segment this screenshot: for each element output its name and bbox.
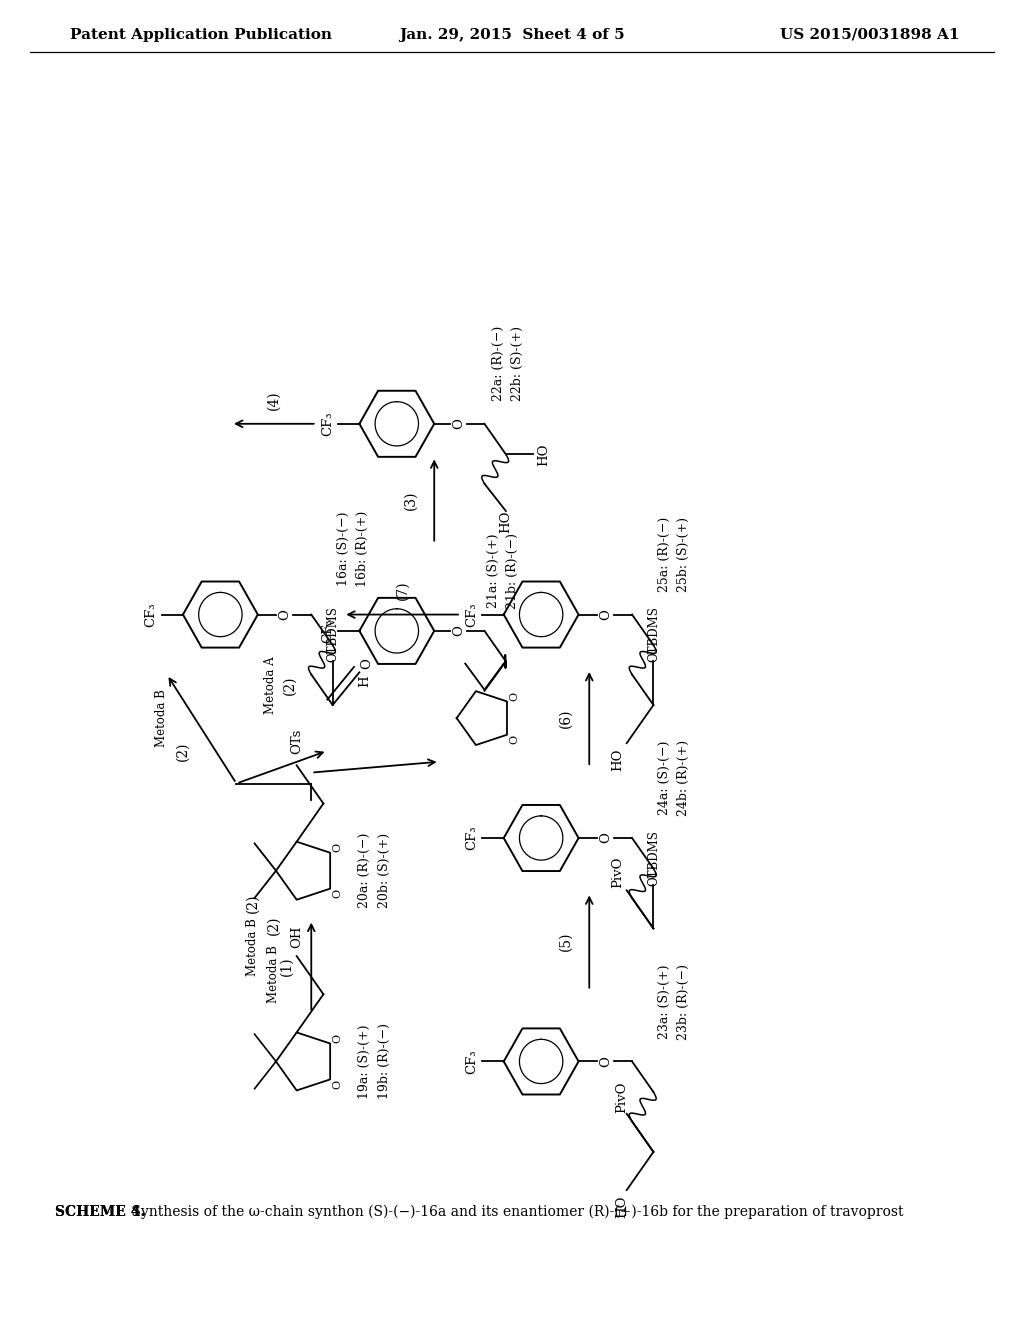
- Text: 24a: (S)-(−): 24a: (S)-(−): [657, 741, 671, 816]
- Text: O: O: [599, 833, 611, 843]
- Text: OTBDMS: OTBDMS: [647, 606, 659, 663]
- Text: OTBDMS: OTBDMS: [647, 830, 659, 886]
- Text: O: O: [509, 735, 519, 744]
- Text: O: O: [332, 890, 342, 899]
- Text: CF₃: CF₃: [465, 602, 478, 627]
- Text: PivO: PivO: [611, 857, 625, 887]
- Text: 21a: (S)-(+): 21a: (S)-(+): [486, 533, 500, 609]
- Text: 20b: (S)-(+): 20b: (S)-(+): [378, 833, 390, 908]
- Text: HO: HO: [537, 444, 550, 466]
- Text: CF₃: CF₃: [321, 412, 334, 436]
- Text: Patent Application Publication: Patent Application Publication: [70, 28, 332, 42]
- Text: Synthesis of the ω-chain synthon (S)-(−)-16a and its enantiomer (R)-(+)-16b for : Synthesis of the ω-chain synthon (S)-(−)…: [127, 1205, 903, 1220]
- Text: (1): (1): [280, 957, 294, 977]
- Text: O: O: [332, 843, 342, 853]
- Text: SCHEME 4. Synthesis of the ω-chain synthon (S)-(−)-16a and its enantiomer (R)-(+: SCHEME 4. Synthesis of the ω-chain synth…: [55, 1205, 915, 1220]
- Text: 22b: (S)-(+): 22b: (S)-(+): [511, 326, 524, 401]
- Text: (3): (3): [403, 490, 418, 510]
- Text: Metoda B: Metoda B: [267, 945, 281, 1003]
- Text: O: O: [332, 1080, 342, 1089]
- Text: SCHEME 4.: SCHEME 4.: [55, 1205, 145, 1218]
- Text: 16a: (S)-(−): 16a: (S)-(−): [337, 512, 350, 586]
- Text: 16b: (R)-(+): 16b: (R)-(+): [356, 511, 369, 587]
- Text: (7): (7): [395, 581, 410, 601]
- Text: OH: OH: [290, 925, 303, 948]
- Text: OTs: OTs: [290, 729, 303, 754]
- Text: 19a: (S)-(+): 19a: (S)-(+): [358, 1024, 372, 1098]
- Text: O: O: [332, 1034, 342, 1043]
- Text: O: O: [360, 659, 374, 669]
- Text: Metoda A: Metoda A: [264, 656, 278, 714]
- Text: 20a: (R)-(−): 20a: (R)-(−): [358, 833, 372, 908]
- Text: CF₃: CF₃: [465, 1049, 478, 1073]
- Text: O: O: [599, 609, 611, 620]
- Text: O: O: [599, 1056, 611, 1067]
- Text: PivO: PivO: [614, 1081, 628, 1113]
- Text: CF₃: CF₃: [144, 602, 158, 627]
- Text: O: O: [453, 418, 465, 429]
- Text: (2): (2): [246, 894, 259, 913]
- Text: O: O: [453, 626, 465, 636]
- Text: US 2015/0031898 A1: US 2015/0031898 A1: [780, 28, 961, 42]
- Text: 23a: (S)-(+): 23a: (S)-(+): [657, 964, 671, 1039]
- Text: 19b: (R)-(−): 19b: (R)-(−): [378, 1023, 390, 1100]
- Text: 23b: (R)-(−): 23b: (R)-(−): [677, 964, 690, 1040]
- Text: H: H: [358, 676, 372, 686]
- Text: (6): (6): [559, 709, 572, 727]
- Text: O: O: [509, 692, 519, 701]
- Text: SCHEME 4.: SCHEME 4.: [55, 1205, 145, 1218]
- Text: 25b: (S)-(+): 25b: (S)-(+): [677, 517, 690, 593]
- Text: Metoda B: Metoda B: [246, 919, 259, 975]
- Text: (2): (2): [176, 741, 190, 760]
- Text: 21b: (R)-(−): 21b: (R)-(−): [506, 533, 519, 609]
- Text: HO: HO: [500, 511, 512, 533]
- Text: OTBDMS: OTBDMS: [327, 606, 339, 663]
- Text: Jan. 29, 2015  Sheet 4 of 5: Jan. 29, 2015 Sheet 4 of 5: [399, 28, 625, 42]
- Text: HO: HO: [611, 748, 625, 771]
- Text: (2): (2): [267, 916, 281, 935]
- Text: Metoda B: Metoda B: [155, 689, 168, 747]
- Text: 24b: (R)-(+): 24b: (R)-(+): [677, 741, 690, 816]
- Text: (4): (4): [267, 389, 281, 409]
- Text: CF₃: CF₃: [465, 826, 478, 850]
- Text: (2): (2): [283, 676, 297, 696]
- Text: HO: HO: [614, 1195, 628, 1217]
- Text: (5): (5): [559, 932, 572, 952]
- Text: CF₃: CF₃: [321, 619, 334, 643]
- Text: 25a: (R)-(−): 25a: (R)-(−): [657, 517, 671, 593]
- Text: O: O: [279, 609, 291, 620]
- Text: 22a: (R)-(−): 22a: (R)-(−): [492, 326, 505, 401]
